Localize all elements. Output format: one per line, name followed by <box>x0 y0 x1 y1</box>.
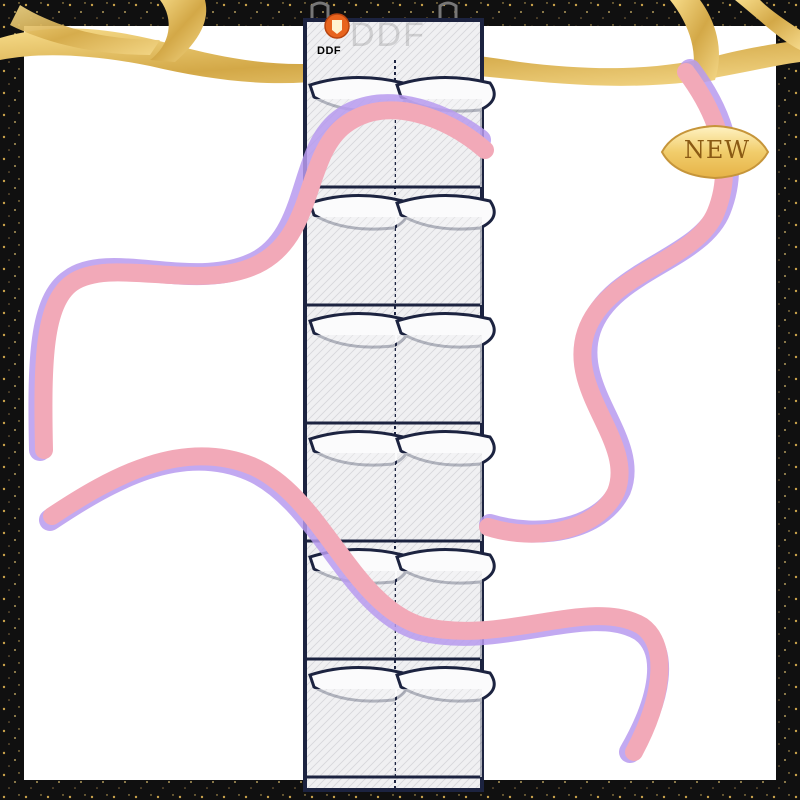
pocket-mesh <box>310 689 395 777</box>
watermark-text: DDF <box>350 16 426 54</box>
pocket-mesh <box>397 453 482 541</box>
door-hook-left <box>310 1 330 22</box>
pocket-mesh <box>397 689 482 777</box>
pocket-mesh <box>397 217 482 305</box>
pocket-mesh <box>310 335 395 423</box>
pink-ribbon <box>28 59 739 763</box>
pocket-mesh <box>310 217 395 305</box>
logo-text: DDF <box>317 45 342 57</box>
pocket-mesh <box>397 335 482 423</box>
pocket-grid <box>307 76 496 779</box>
new-badge <box>660 124 770 180</box>
new-badge-label: NEW <box>683 136 751 164</box>
ddf-logo <box>324 13 350 39</box>
